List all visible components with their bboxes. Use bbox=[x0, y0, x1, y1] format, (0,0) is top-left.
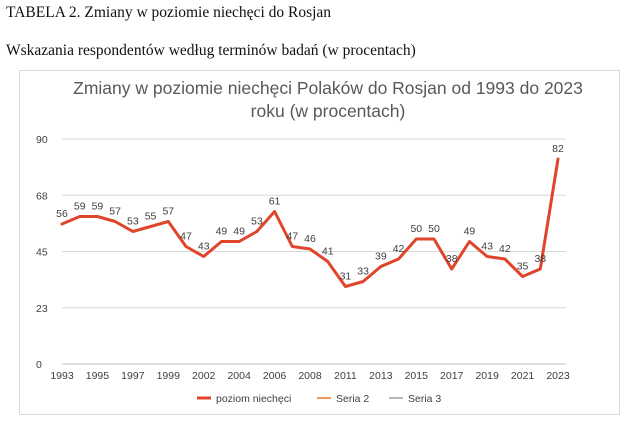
data-label: 38 bbox=[534, 253, 546, 265]
y-tick-label: 90 bbox=[36, 134, 48, 146]
series-line-poziom-niechęci bbox=[60, 157, 560, 288]
x-tick-label: 2004 bbox=[227, 370, 251, 382]
data-label: 61 bbox=[269, 196, 281, 208]
legend-label: poziom niechęci bbox=[216, 393, 291, 405]
data-label: 50 bbox=[428, 223, 440, 235]
table-subheading: Wskazania respondentów według terminów b… bbox=[6, 42, 416, 59]
data-label: 50 bbox=[410, 223, 422, 235]
y-tick-label: 0 bbox=[36, 359, 42, 371]
legend-label: Seria 3 bbox=[408, 393, 441, 405]
data-label: 33 bbox=[357, 266, 369, 278]
data-label: 82 bbox=[552, 143, 564, 155]
data-label: 53 bbox=[251, 216, 263, 228]
x-tick-label: 1993 bbox=[50, 370, 74, 382]
x-tick-label: 2002 bbox=[192, 370, 216, 382]
x-tick-label: 1997 bbox=[121, 370, 145, 382]
data-label: 59 bbox=[92, 201, 104, 213]
data-label: 59 bbox=[74, 201, 86, 213]
data-label: 47 bbox=[180, 231, 192, 243]
data-label: 49 bbox=[464, 226, 476, 238]
chart-frame bbox=[19, 70, 620, 415]
data-label: 56 bbox=[56, 208, 68, 220]
data-label: 42 bbox=[499, 243, 511, 255]
data-label: 38 bbox=[446, 253, 458, 265]
x-tick-label: 2019 bbox=[475, 370, 499, 382]
x-tick-label: 1995 bbox=[86, 370, 110, 382]
data-label: 31 bbox=[340, 271, 352, 283]
data-label: 57 bbox=[162, 206, 174, 218]
data-label: 53 bbox=[127, 216, 139, 228]
x-tick-label: 2021 bbox=[511, 370, 535, 382]
y-tick-label: 23 bbox=[36, 303, 48, 315]
table-heading: TABELA 2. Zmiany w poziomie niechęci do … bbox=[6, 4, 332, 21]
data-label: 49 bbox=[233, 226, 245, 238]
data-label: 49 bbox=[216, 226, 228, 238]
y-tick-label: 45 bbox=[36, 247, 48, 259]
data-label: 57 bbox=[109, 206, 121, 218]
x-tick-label: 2008 bbox=[298, 370, 322, 382]
y-tick-label: 68 bbox=[36, 190, 48, 202]
data-label: 42 bbox=[393, 243, 405, 255]
x-tick-label: 1999 bbox=[157, 370, 181, 382]
x-tick-label: 2017 bbox=[440, 370, 464, 382]
data-label: 35 bbox=[517, 261, 529, 273]
legend-label: Seria 2 bbox=[336, 393, 369, 405]
x-tick-label: 2006 bbox=[263, 370, 287, 382]
x-tick-label: 2023 bbox=[546, 370, 570, 382]
data-label: 43 bbox=[198, 241, 210, 253]
data-label: 39 bbox=[375, 251, 387, 263]
data-label: 41 bbox=[322, 246, 334, 258]
x-tick-label: 2013 bbox=[369, 370, 393, 382]
chart-title-line-2: roku (w procentach) bbox=[251, 101, 406, 121]
x-tick-label: 2011 bbox=[334, 370, 357, 382]
data-label: 55 bbox=[145, 211, 157, 223]
data-label: 47 bbox=[286, 231, 298, 243]
data-label: 46 bbox=[304, 233, 316, 245]
x-tick-label: 2015 bbox=[405, 370, 429, 382]
chart-title-line-1: Zmiany w poziomie niechęci Polaków do Ro… bbox=[73, 78, 583, 98]
data-label: 43 bbox=[481, 241, 493, 253]
